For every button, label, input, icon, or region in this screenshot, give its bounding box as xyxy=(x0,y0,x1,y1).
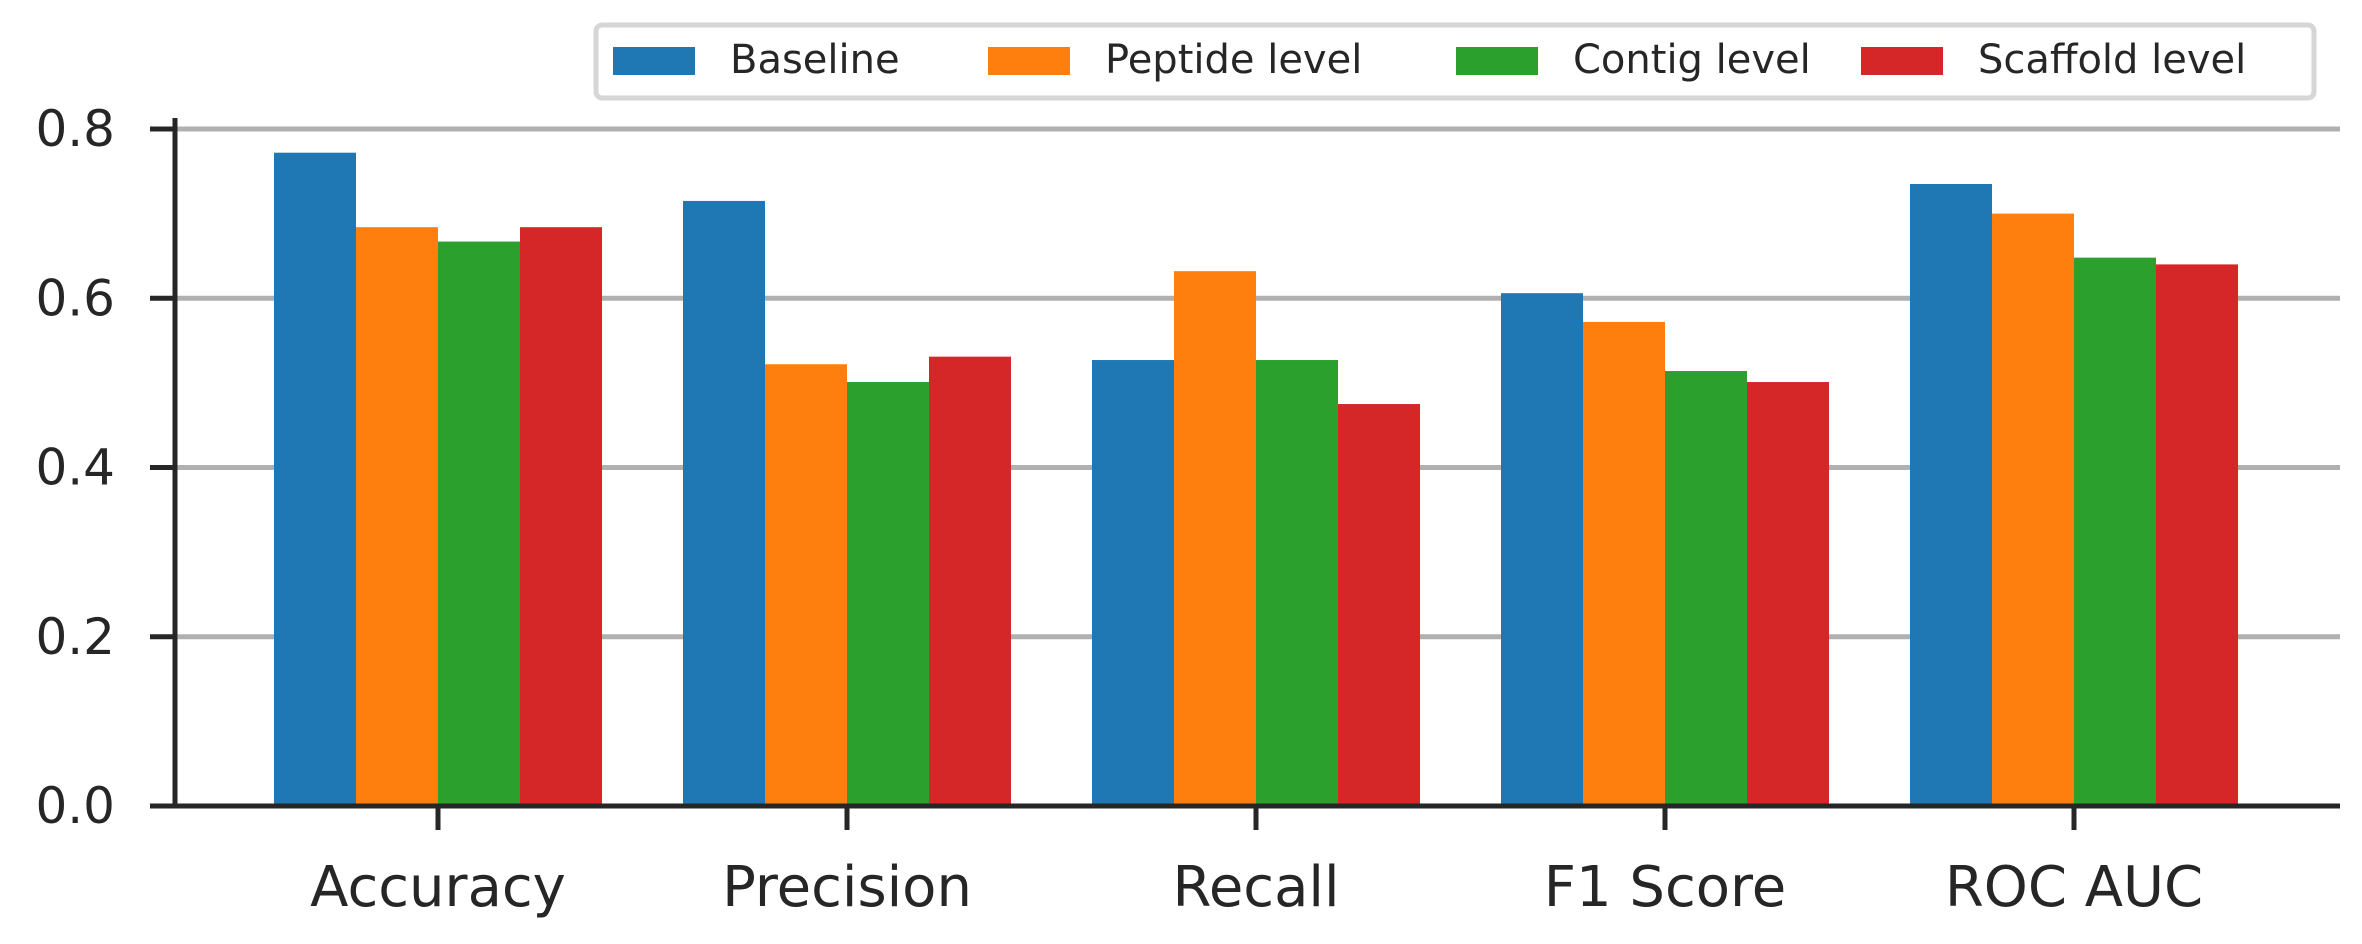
bar-scaffold-level-recall xyxy=(1338,404,1420,806)
legend-swatch xyxy=(613,47,695,75)
legend-label: Baseline xyxy=(730,37,900,83)
bar-baseline-precision xyxy=(683,200,765,806)
bar-scaffold-level-f1-score xyxy=(1747,382,1829,806)
x-tick-label: Precision xyxy=(722,855,972,920)
bars xyxy=(274,152,2238,807)
x-tick-label: Accuracy xyxy=(310,855,566,920)
legend-entry-scaffold-level[interactable]: Scaffold level xyxy=(1861,37,2246,83)
bar-peptide-level-accuracy xyxy=(356,227,438,807)
y-tick-label: 0.0 xyxy=(35,777,115,835)
legend[interactable]: Baseline Peptide level Contig level Scaffol… xyxy=(593,22,2317,101)
bar-peptide-level-precision xyxy=(765,364,847,806)
legend-swatch xyxy=(1456,47,1538,75)
y-tick-label: 0.2 xyxy=(35,608,115,666)
bar-contig-level-recall xyxy=(1256,360,1338,806)
bar-baseline-roc-auc xyxy=(1910,184,1992,807)
bar-scaffold-level-precision xyxy=(929,356,1011,806)
bar-contig-level-roc-auc xyxy=(2074,257,2156,806)
bar-contig-level-f1-score xyxy=(1665,371,1747,806)
bar-baseline-f1-score xyxy=(1501,293,1583,806)
legend-label: Scaffold level xyxy=(1978,37,2246,83)
bar-baseline-recall xyxy=(1092,360,1174,806)
bar-peptide-level-roc-auc xyxy=(1992,213,2074,806)
legend-swatch xyxy=(1861,47,1943,75)
legend-swatch xyxy=(988,47,1070,75)
bar-contig-level-precision xyxy=(847,382,929,806)
legend-entry-peptide-level[interactable]: Peptide level xyxy=(988,37,1362,83)
x-tick-label: ROC AUC xyxy=(1945,855,2203,920)
bar-baseline-accuracy xyxy=(274,152,356,806)
x-tick-label: F1 Score xyxy=(1544,855,1786,920)
bar-scaffold-level-roc-auc xyxy=(2156,264,2238,806)
bar-peptide-level-f1-score xyxy=(1583,321,1665,806)
axes xyxy=(150,118,2340,830)
legend-entry-baseline[interactable]: Baseline xyxy=(613,37,900,83)
legend-entry-contig-level[interactable]: Contig level xyxy=(1456,37,1811,83)
bar-peptide-level-recall xyxy=(1174,271,1256,806)
legend-label: Contig level xyxy=(1573,37,1811,83)
y-tick-label: 0.8 xyxy=(35,100,115,158)
tick-labels: 0.0 0.2 0.4 0.6 0.8 Accuracy Precision Recall F1… xyxy=(35,100,2203,920)
legend-frame xyxy=(593,22,2317,101)
bar-scaffold-level-accuracy xyxy=(520,227,602,807)
legend-label: Peptide level xyxy=(1105,37,1362,83)
bar-contig-level-accuracy xyxy=(438,241,520,806)
x-tick-label: Recall xyxy=(1172,855,1339,920)
y-tick-label: 0.6 xyxy=(35,269,115,327)
y-tick-label: 0.4 xyxy=(35,439,115,497)
